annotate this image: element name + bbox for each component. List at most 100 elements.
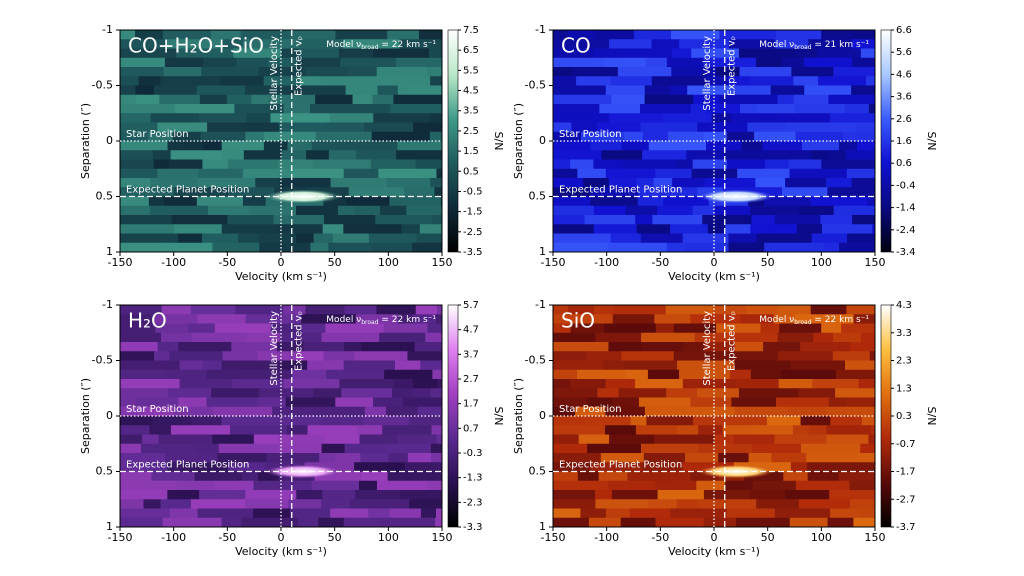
- y-tick-label: 0: [539, 134, 546, 147]
- model-label-suffix: = 22 km s⁻¹: [379, 315, 437, 325]
- x-axis-label: Velocity (km s⁻¹): [235, 270, 327, 283]
- colorbar-tick-label: 0.3: [896, 411, 912, 422]
- colorbar-tick-label: -3.5: [463, 247, 483, 258]
- x-tick-label: -150: [108, 256, 133, 269]
- x-axis-label: Velocity (km s⁻¹): [668, 270, 760, 283]
- colorbar-tick-label: 2.5: [463, 126, 479, 137]
- reference-label: Star Position: [126, 404, 189, 415]
- reference-label: Stellar Velocity: [702, 36, 713, 111]
- x-tick-label: 0: [711, 531, 718, 544]
- x-tick-label: 50: [328, 256, 342, 269]
- colorbar-tick-label: 5.7: [463, 300, 479, 311]
- x-tick-label: 50: [328, 531, 342, 544]
- model-label-suffix: = 22 km s⁻¹: [379, 40, 437, 50]
- colorbar-tick-label: 0.6: [896, 158, 912, 169]
- y-tick-label: -1: [102, 298, 113, 311]
- reference-label: Expected vₚ: [727, 311, 738, 371]
- model-label: Model νbroad = 22 km s⁻¹: [326, 315, 436, 326]
- x-tick-label: -50: [651, 256, 669, 269]
- model-label-suffix: = 21 km s⁻¹: [812, 40, 870, 50]
- reference-label: Stellar Velocity: [702, 311, 713, 386]
- model-label-prefix: Model ν: [326, 315, 361, 325]
- panel: Star Position Expected Planet Position Ste…: [512, 23, 938, 283]
- colorbar-tick-label: 6.5: [463, 45, 479, 56]
- colorbar: [447, 304, 459, 528]
- model-label-sub: broad: [361, 319, 378, 326]
- colorbar-label: S/N: [492, 132, 505, 151]
- colorbar-tick-label: -1.4: [896, 203, 916, 214]
- x-tick-label: 0: [278, 256, 285, 269]
- colorbar-tick-label: 1.7: [463, 399, 479, 410]
- x-tick-label: 0: [711, 256, 718, 269]
- colorbar-tick-label: 5.6: [896, 47, 912, 58]
- colorbar-tick-label: 4.5: [463, 86, 479, 97]
- x-tick-label: 150: [432, 531, 453, 544]
- reference-label: Expected vₚ: [294, 36, 305, 96]
- y-axis-label: Separation (″): [79, 378, 92, 454]
- model-label-prefix: Model ν: [759, 40, 794, 50]
- model-label: Model νbroad = 22 km s⁻¹: [759, 315, 869, 326]
- colorbar-tick-label: -0.4: [896, 180, 916, 191]
- colorbar-tick-label: -3.3: [463, 522, 483, 533]
- colorbar-tick-label: 0.5: [463, 166, 479, 177]
- colorbar-tick-label: 4.7: [463, 325, 479, 336]
- x-tick-label: 150: [865, 256, 886, 269]
- colorbar-tick-label: -3.7: [896, 522, 916, 533]
- y-tick-label: 1: [106, 520, 113, 533]
- y-tick-label: 0.5: [529, 465, 547, 478]
- x-tick-label: -150: [541, 256, 566, 269]
- y-tick-label: -0.5: [92, 354, 113, 367]
- heatmap-texture: [553, 30, 875, 252]
- x-tick-label: 50: [761, 531, 775, 544]
- colorbar-tick-label: 1.6: [896, 136, 912, 147]
- x-tick-label: 0: [278, 531, 285, 544]
- x-tick-label: -150: [541, 531, 566, 544]
- y-tick-label: 0.5: [529, 190, 547, 203]
- y-tick-label: -0.5: [525, 354, 546, 367]
- y-tick-label: 0: [539, 409, 546, 422]
- x-tick-label: 100: [378, 531, 399, 544]
- model-label-prefix: Model ν: [326, 40, 361, 50]
- x-axis-label: Velocity (km s⁻¹): [235, 545, 327, 558]
- reference-label: Stellar Velocity: [269, 36, 280, 111]
- reference-label: Expected Planet Position: [559, 460, 682, 471]
- panel-title: CO+H₂O+SiO: [128, 34, 264, 58]
- colorbar-tick-label: -0.7: [896, 439, 916, 450]
- reference-label: Star Position: [126, 129, 189, 140]
- x-axis-label: Velocity (km s⁻¹): [668, 545, 760, 558]
- y-tick-label: -1: [535, 298, 546, 311]
- heatmap-texture: [120, 305, 442, 527]
- y-tick-label: 1: [539, 520, 546, 533]
- model-label-prefix: Model ν: [759, 315, 794, 325]
- y-axis-label: Separation (″): [512, 378, 525, 454]
- x-tick-label: -50: [218, 531, 236, 544]
- colorbar-tick-label: 0.7: [463, 423, 479, 434]
- colorbar-tick-label: 5.5: [463, 65, 479, 76]
- colorbar-tick-label: -0.3: [463, 448, 483, 459]
- x-tick-label: 100: [811, 531, 832, 544]
- colorbar-tick-label: 2.6: [896, 114, 912, 125]
- colorbar-tick-label: -2.5: [463, 227, 483, 238]
- colorbar-tick-label: -1.3: [463, 473, 483, 484]
- reference-label: Expected Planet Position: [126, 460, 249, 471]
- panel: Star Position Expected Planet Position Ste…: [79, 298, 505, 558]
- colorbar-tick-label: 3.5: [463, 106, 479, 117]
- reference-label: Expected Planet Position: [126, 185, 249, 196]
- colorbar-tick-label: 4.3: [896, 300, 912, 311]
- reference-label: Stellar Velocity: [269, 311, 280, 386]
- y-tick-label: -1: [535, 23, 546, 36]
- colorbar-tick-label: 3.7: [463, 349, 479, 360]
- colorbar-label: S/N: [925, 407, 938, 426]
- colorbar-tick-label: 4.6: [896, 69, 912, 80]
- colorbar-tick-label: 1.5: [463, 146, 479, 157]
- x-tick-label: 50: [761, 256, 775, 269]
- colorbar-tick-label: 2.3: [896, 356, 912, 367]
- y-tick-label: 0.5: [96, 190, 114, 203]
- x-tick-label: -150: [108, 531, 133, 544]
- model-label: Model νbroad = 22 km s⁻¹: [326, 40, 436, 51]
- colorbar-tick-label: -2.3: [463, 497, 483, 508]
- y-tick-label: 1: [106, 245, 113, 258]
- colorbar-tick-label: -1.5: [463, 207, 483, 218]
- heatmap-texture: [553, 305, 875, 527]
- model-label-sub: broad: [794, 44, 811, 51]
